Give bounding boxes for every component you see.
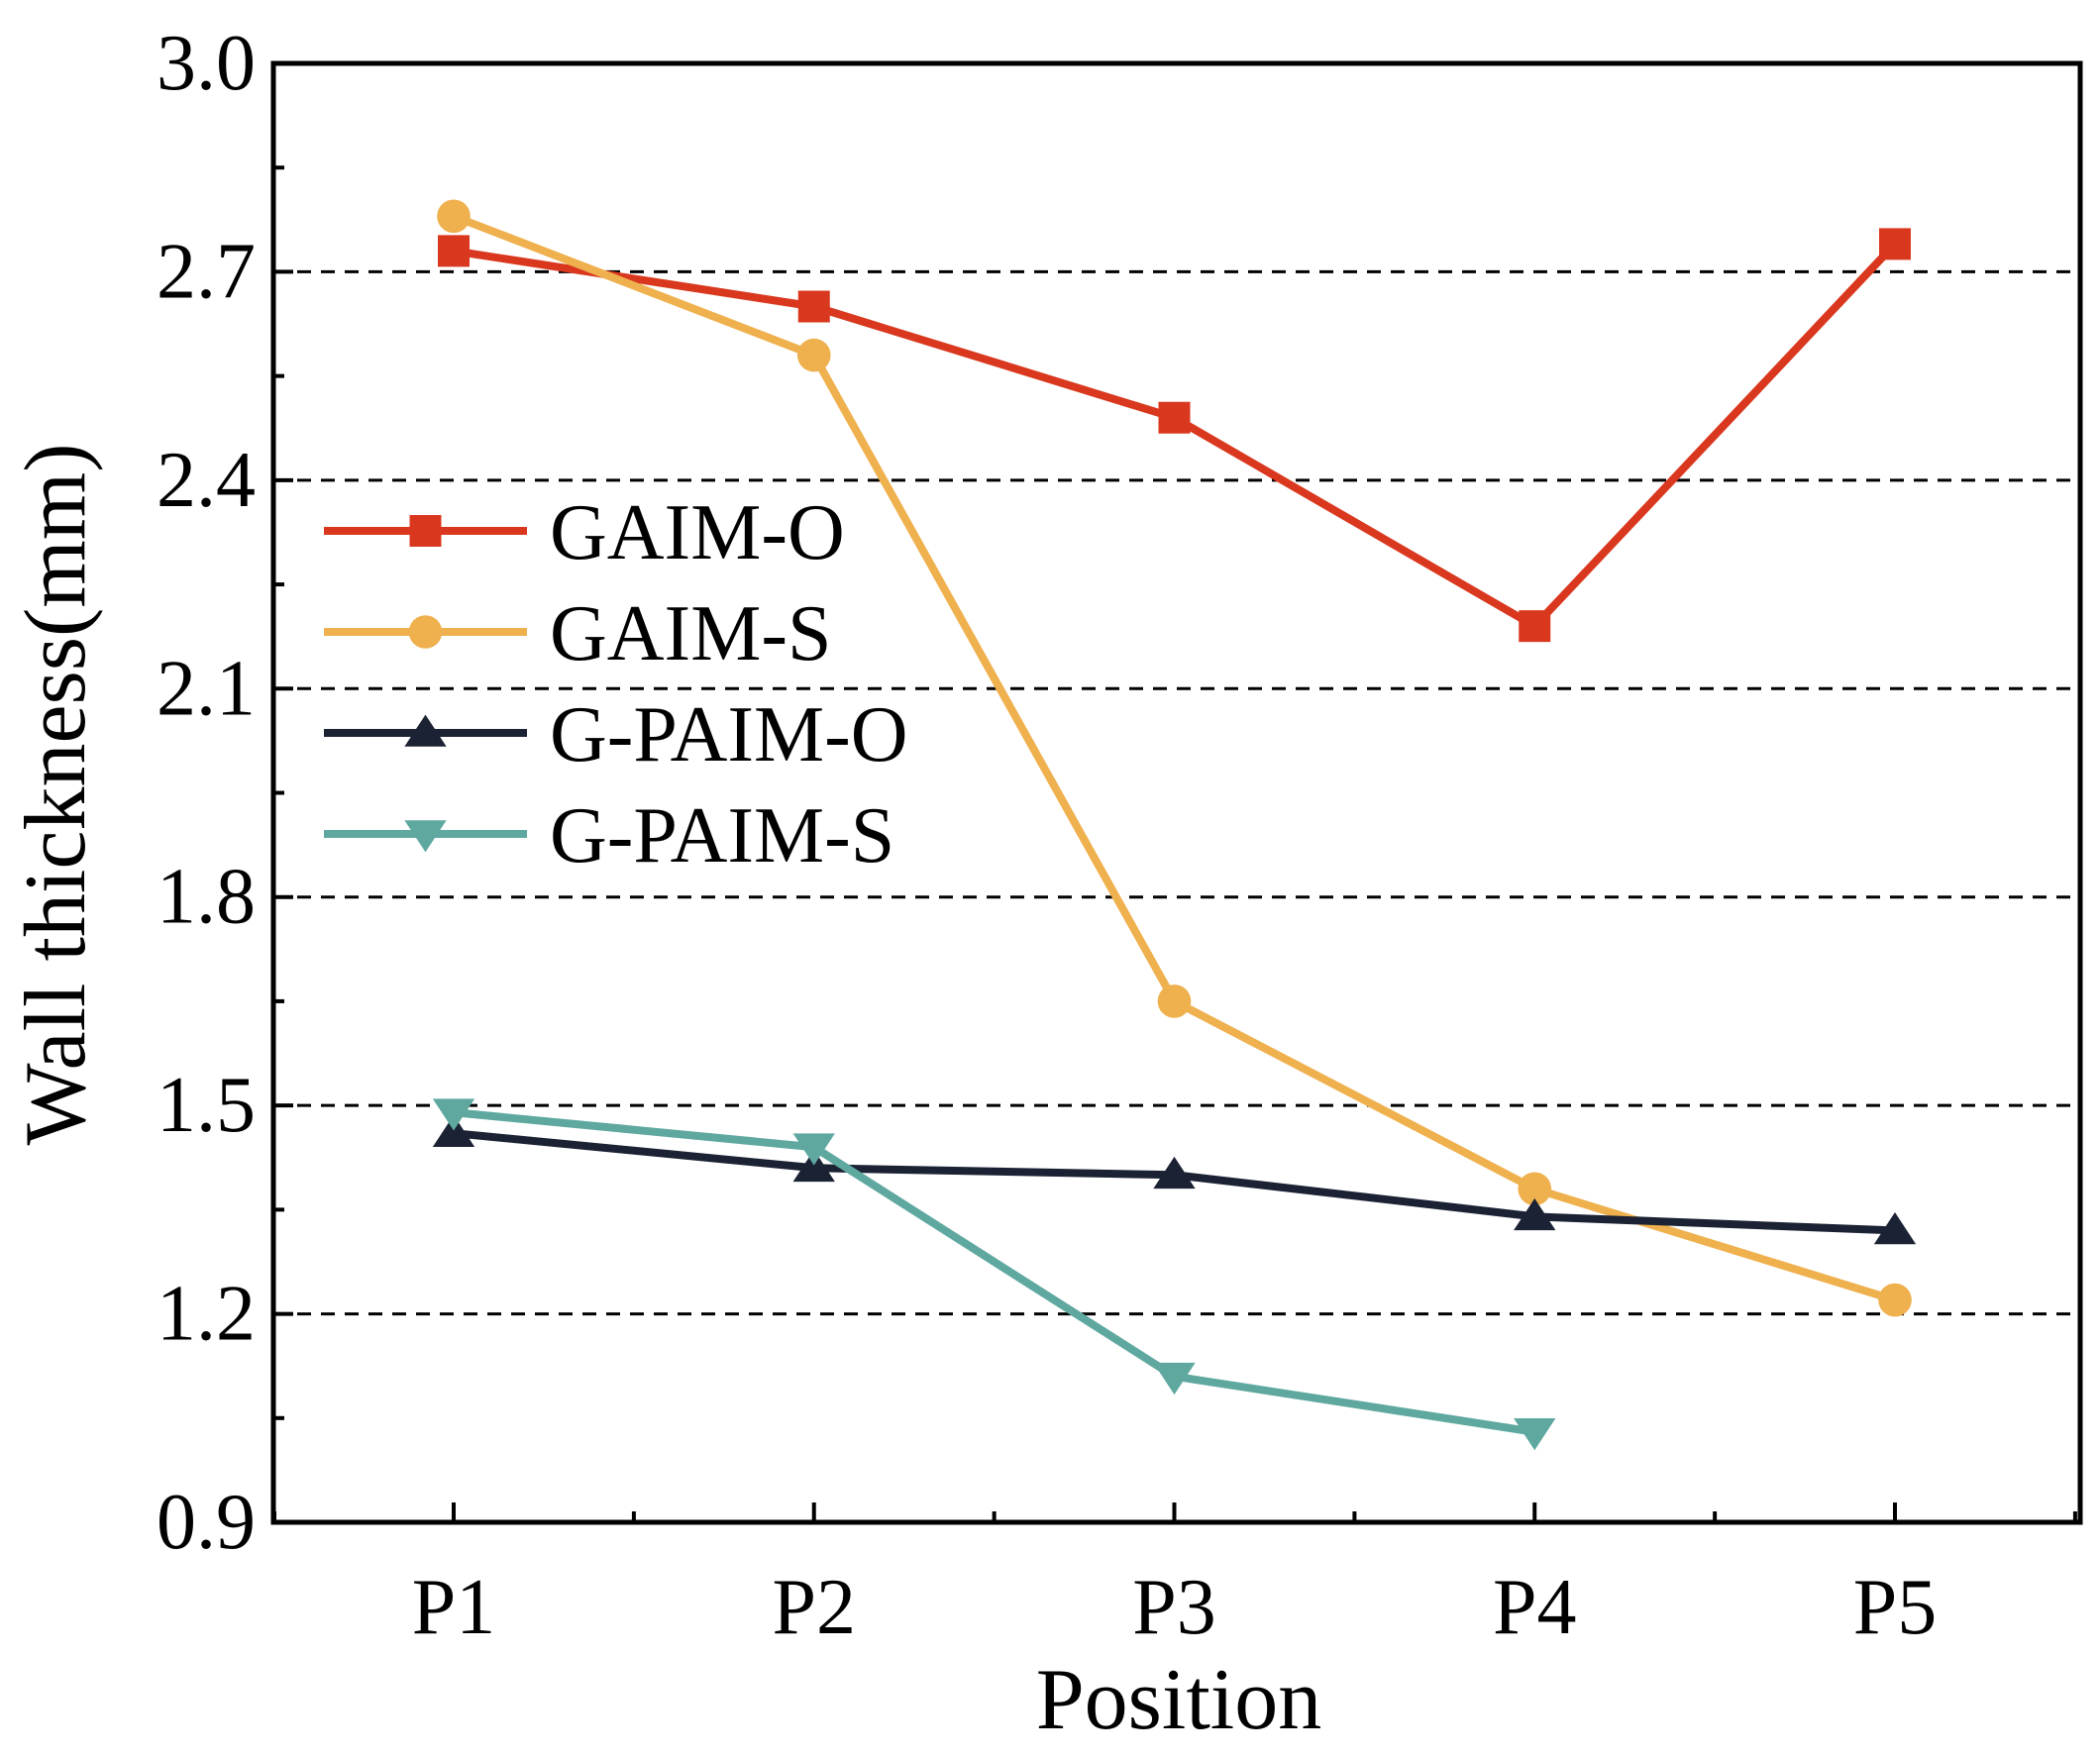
legend: GAIM-O GAIM-S G-PAIM-O G-PAIM-S bbox=[324, 489, 908, 880]
x-tick-label: P4 bbox=[1493, 1564, 1577, 1651]
data-point bbox=[1879, 228, 1911, 260]
data-point bbox=[792, 1149, 835, 1183]
data-point bbox=[1158, 401, 1191, 434]
y-tick-label: 2.7 bbox=[157, 228, 256, 315]
legend-label: G-PAIM-S bbox=[550, 792, 894, 880]
y-tick-label: 0.9 bbox=[157, 1479, 256, 1566]
x-axis-title: Position bbox=[1036, 1652, 1322, 1748]
x-tick-label: P2 bbox=[773, 1564, 857, 1651]
data-point bbox=[432, 1114, 475, 1147]
data-point bbox=[796, 338, 831, 372]
legend-label: GAIM-O bbox=[550, 489, 845, 576]
y-axis-title: Wall thickness(mm) bbox=[8, 444, 104, 1146]
data-point bbox=[1519, 610, 1551, 643]
data-point bbox=[1514, 1197, 1556, 1231]
data-point bbox=[1153, 1156, 1196, 1190]
data-point bbox=[797, 290, 830, 323]
data-point bbox=[438, 235, 470, 267]
x-tick-label: P3 bbox=[1132, 1564, 1216, 1651]
x-tick-label: P1 bbox=[412, 1564, 496, 1651]
y-tick-label: 2.4 bbox=[157, 437, 256, 524]
data-point bbox=[1514, 1418, 1556, 1451]
data-point bbox=[432, 1098, 475, 1131]
plot-frame bbox=[270, 60, 2083, 1525]
axes: 0.9 1.2 1.5 1.8 2.1 2.4 2.7 3.0 P1 P2 P3 P4 P5 bbox=[157, 20, 2083, 1651]
series-line-g-paim-s bbox=[453, 1108, 1535, 1436]
data-point bbox=[792, 1133, 835, 1166]
legend-marker bbox=[409, 515, 442, 547]
legend-label: G-PAIM-O bbox=[550, 691, 908, 778]
y-tick-label: 1.5 bbox=[157, 1062, 256, 1149]
series-lines bbox=[432, 199, 1917, 1451]
y-tick-label: 2.1 bbox=[157, 645, 256, 732]
legend-label: GAIM-S bbox=[550, 590, 831, 677]
data-point bbox=[1153, 1362, 1196, 1396]
x-tick-label: P5 bbox=[1853, 1564, 1938, 1651]
data-point bbox=[1518, 1172, 1552, 1206]
data-point bbox=[1873, 1212, 1917, 1245]
legend-marker bbox=[408, 615, 443, 649]
legend-marker bbox=[404, 820, 447, 853]
y-tick-label: 1.8 bbox=[157, 854, 256, 941]
data-point bbox=[437, 199, 471, 234]
y-tick-label: 1.2 bbox=[157, 1271, 256, 1358]
gridlines bbox=[273, 269, 2080, 1316]
legend-marker bbox=[404, 714, 447, 747]
data-point bbox=[1157, 984, 1192, 1018]
y-tick-label: 3.0 bbox=[157, 20, 256, 107]
data-point bbox=[1878, 1283, 1912, 1317]
